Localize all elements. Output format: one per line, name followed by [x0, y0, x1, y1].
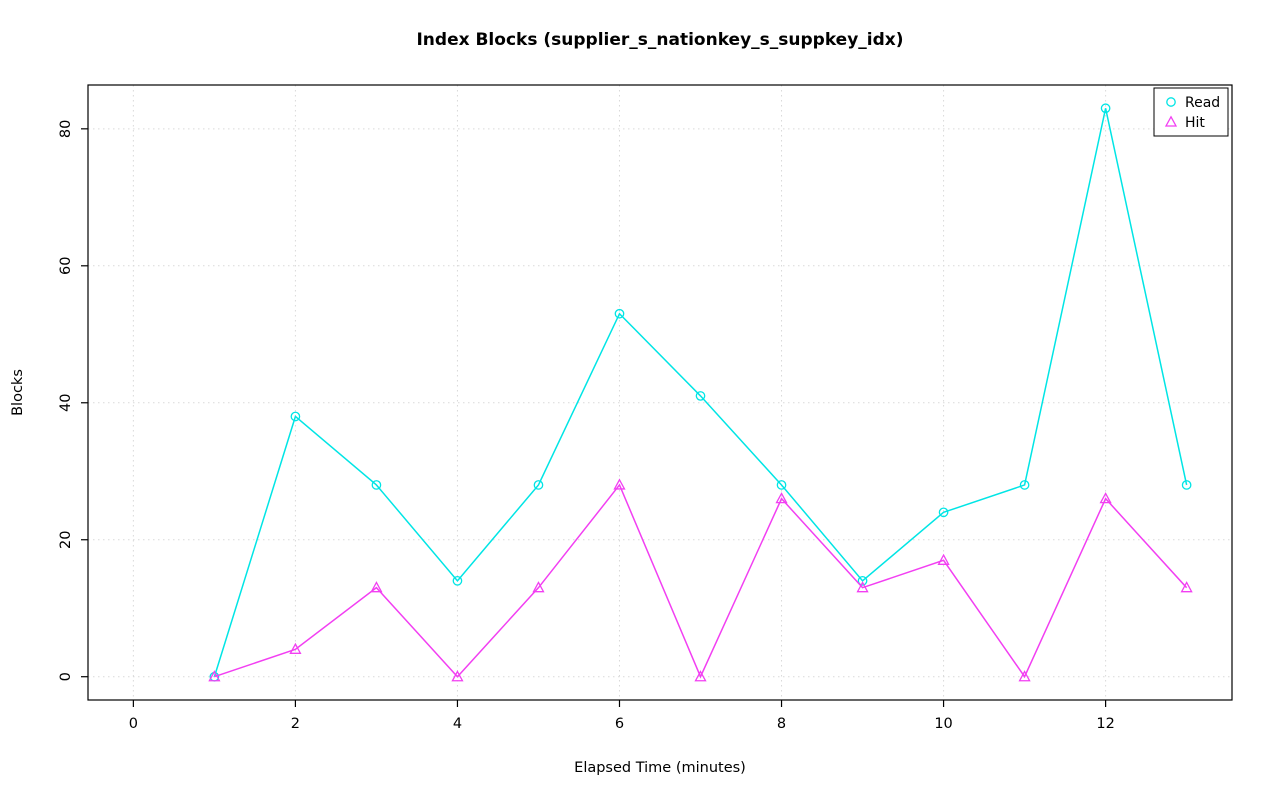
- data-point: [776, 480, 787, 490]
- legend-box: [1153, 87, 1229, 137]
- data-point: [937, 553, 950, 565]
- x-tick-label: 10: [934, 716, 952, 732]
- y-tick-label: 20: [58, 531, 74, 549]
- x-axis-title: Elapsed Time (minutes): [574, 760, 746, 776]
- data-point: [1181, 480, 1192, 490]
- legend-label: Read: [1185, 95, 1220, 111]
- data-point: [1099, 492, 1112, 504]
- series-line: [214, 483, 1188, 679]
- x-tick-label: 0: [129, 716, 138, 732]
- plot-box: [87, 84, 1233, 701]
- data-point: [1018, 670, 1031, 682]
- data-point: [775, 492, 788, 504]
- y-tick-label: 0: [58, 672, 74, 681]
- data-point: [1100, 103, 1111, 114]
- data-point: [290, 411, 301, 422]
- data-point: [856, 581, 869, 593]
- legend-marker-triangle: [1164, 115, 1178, 127]
- legend: Read Hit: [1153, 87, 1229, 137]
- y-tick-label: 80: [58, 120, 74, 138]
- x-axis: 0 2 4 6 8 10 12: [129, 700, 1115, 732]
- data-point: [289, 642, 302, 654]
- data-point: [857, 575, 868, 586]
- data-point: [614, 308, 625, 319]
- data-point: [208, 670, 221, 682]
- series-read: [209, 103, 1192, 682]
- data-point: [938, 507, 949, 518]
- data-point: [452, 575, 463, 586]
- x-tick-label: 8: [777, 716, 786, 732]
- data-point: [1019, 480, 1030, 490]
- series-hit: [208, 478, 1193, 682]
- data-point: [532, 581, 545, 593]
- data-point: [533, 480, 544, 490]
- data-point: [451, 670, 464, 682]
- data-point: [370, 581, 383, 593]
- x-tick-label: 4: [453, 716, 462, 732]
- y-axis: 0 20 40 60 80: [58, 120, 88, 681]
- x-tick-label: 6: [615, 716, 624, 732]
- data-point: [613, 478, 626, 490]
- data-point: [371, 480, 382, 490]
- data-point: [695, 391, 706, 401]
- chart-title: Index Blocks (supplier_s_nationkey_s_sup…: [416, 30, 903, 50]
- gridlines: [88, 85, 1232, 700]
- y-tick-label: 60: [58, 257, 74, 275]
- legend-label: Hit: [1185, 115, 1205, 131]
- y-axis-title: Blocks: [10, 369, 26, 416]
- legend-marker-circle: [1166, 97, 1176, 107]
- y-tick-label: 40: [58, 394, 74, 412]
- data-point: [694, 670, 707, 682]
- x-tick-label: 12: [1096, 716, 1114, 732]
- x-tick-label: 2: [291, 716, 300, 732]
- series-line: [213, 108, 1188, 677]
- data-point: [1180, 581, 1193, 593]
